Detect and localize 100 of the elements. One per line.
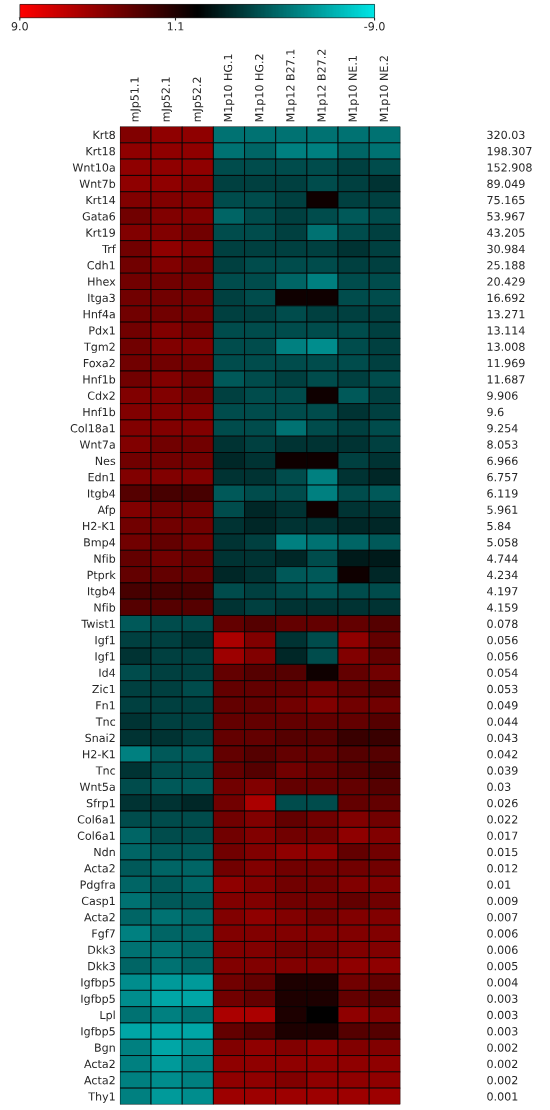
y2-tick-label: 0.01 [487, 880, 511, 889]
y2-tick-label: 0.026 [487, 798, 518, 808]
y2-tick-label: 0.002 [487, 1043, 518, 1052]
y-tick-label: Nes [95, 456, 116, 466]
y2-tick-label: 0.012 [487, 864, 518, 873]
y2-tick-label: 0.022 [487, 815, 518, 824]
y2-tick-label: 89.049 [487, 179, 525, 188]
y-tick-label: Casp1 [81, 896, 115, 908]
y-tick-label: Wnt7a [79, 440, 115, 449]
y2-tick-label: 0.002 [487, 1059, 518, 1069]
y2-tick-label: 0.078 [487, 619, 518, 629]
x-tick-label: mJp51.1 [130, 77, 141, 122]
y-tick-label: Id4 [99, 668, 116, 677]
y-tick-label: H2-K1 [83, 750, 115, 759]
y2-tick-label: 0.005 [487, 961, 518, 971]
y-tick-label: Edn1 [88, 472, 115, 482]
y-tick-label: Tnc [95, 766, 116, 775]
y-tick-label: Itga3 [88, 293, 115, 305]
y2-tick-label: 0.003 [487, 1027, 518, 1036]
x-tick-label: M1p10 NE.2 [379, 56, 391, 122]
y-tick-label: Gata6 [82, 212, 116, 221]
color-bar-label: 1.1 [167, 22, 184, 31]
y-tick-label: Krt14 [86, 196, 116, 205]
y-tick-label: Hnf1b [83, 374, 116, 384]
y2-tick-label: 5.84 [487, 521, 511, 531]
y2-tick-label: 43.205 [487, 228, 525, 237]
y-tick-label: Wnt10a [72, 163, 115, 172]
y2-tick-label: 0.039 [487, 766, 518, 775]
y2-tick-label: 0.002 [487, 1075, 518, 1085]
y-tick-label: Igfbp5 [81, 994, 115, 1006]
y-tick-label: Hnf4a [83, 309, 115, 319]
y-tick-label: Bmp4 [84, 538, 116, 549]
y2-tick-label: 0.017 [487, 831, 518, 840]
y-tick-label: Igf1 [95, 652, 115, 663]
y2-tick-label: 0.049 [487, 701, 518, 710]
y2-tick-label: 8.053 [487, 440, 518, 449]
x-tick-label: M1p12 B27.1 [286, 49, 297, 122]
y2-tick-label: 4.197 [487, 587, 518, 596]
y-tick-label: Zic1 [92, 684, 115, 694]
y2-tick-label: 13.114 [487, 326, 525, 335]
y2-tick-label: 320.03 [487, 130, 525, 140]
y2-tick-label: 0.006 [487, 945, 518, 954]
y-tick-label: Cdh1 [87, 260, 115, 270]
y2-tick-label: 152.908 [487, 163, 532, 172]
y2-tick-label: 0.015 [487, 847, 518, 857]
y2-tick-label: 13.271 [487, 309, 525, 319]
y2-tick-label: 16.692 [487, 293, 525, 303]
y-tick-label: Itgb4 [88, 586, 116, 598]
y2-tick-label: 0.001 [487, 1092, 518, 1101]
x-tick-label: M1p10 NE.1 [348, 56, 360, 122]
y2-tick-label: 75.165 [487, 195, 525, 205]
y2-tick-label: 0.044 [487, 717, 518, 726]
y2-tick-label: 6.966 [487, 456, 518, 466]
x-tick-label: M1p12 B27.2 [317, 49, 328, 122]
y-tick-label: Pdgfra [80, 880, 115, 891]
y-tick-label: Afp [97, 505, 116, 517]
y2-tick-label: 198.307 [487, 146, 532, 156]
y2-tick-label: 0.006 [487, 929, 518, 938]
y-tick-label: Fgf7 [92, 929, 115, 940]
y2-tick-label: 0.043 [487, 733, 518, 743]
y2-tick-label: 0.009 [487, 896, 518, 906]
y2-tick-label: 30.984 [487, 244, 525, 254]
y2-tick-label: 4.159 [487, 603, 518, 612]
y2-tick-label: 11.687 [487, 375, 525, 384]
y-tick-label: Lpl [100, 1010, 115, 1022]
y-tick-label: Nfib [94, 554, 116, 563]
y2-tick-label: 0.003 [487, 1010, 518, 1020]
y2-tick-label: 5.961 [487, 505, 518, 514]
y-tick-label: Snai2 [85, 733, 115, 743]
y2-tick-label: 9.906 [487, 391, 518, 400]
y2-tick-label: 25.188 [487, 261, 525, 270]
y-tick-label: Dkk3 [88, 945, 115, 954]
y-tick-label: Nfib [94, 603, 116, 612]
y2-tick-label: 0.054 [487, 668, 518, 677]
y2-tick-label: 0.003 [487, 994, 518, 1003]
y2-tick-label: 0.056 [487, 652, 518, 661]
y-tick-label: Tgm2 [83, 342, 115, 354]
y-tick-label: Acta2 [84, 864, 115, 873]
y-tick-label: Col18a1 [70, 423, 115, 433]
y-tick-label: Krt18 [86, 146, 115, 156]
y-tick-label: Acta2 [84, 1059, 115, 1069]
y-tick-label: Wnt5a [79, 782, 115, 792]
y2-tick-label: 13.008 [487, 342, 525, 351]
y2-tick-label: 9.6 [487, 407, 504, 417]
y-tick-label: Krt19 [86, 228, 115, 237]
y-tick-label: Twist1 [81, 619, 115, 629]
y2-tick-label: 9.254 [487, 424, 518, 433]
y-tick-label: Ndn [94, 847, 115, 857]
y-tick-label: H2-K1 [83, 521, 115, 531]
y-tick-label: Hhex [88, 277, 116, 286]
y2-tick-label: 0.03 [487, 782, 511, 792]
y2-tick-label: 0.004 [487, 978, 518, 987]
y-tick-label: Cdx2 [87, 391, 115, 400]
y-tick-label: Igf1 [95, 635, 115, 647]
y2-tick-label: 0.042 [487, 750, 518, 759]
y2-tick-label: 11.969 [487, 358, 525, 368]
y-tick-label: Col6a1 [77, 815, 115, 824]
y-tick-label: Tnc [95, 717, 116, 726]
x-tick-label: M1p10 HG.1 [223, 54, 235, 122]
y2-tick-label: 4.744 [487, 554, 518, 563]
